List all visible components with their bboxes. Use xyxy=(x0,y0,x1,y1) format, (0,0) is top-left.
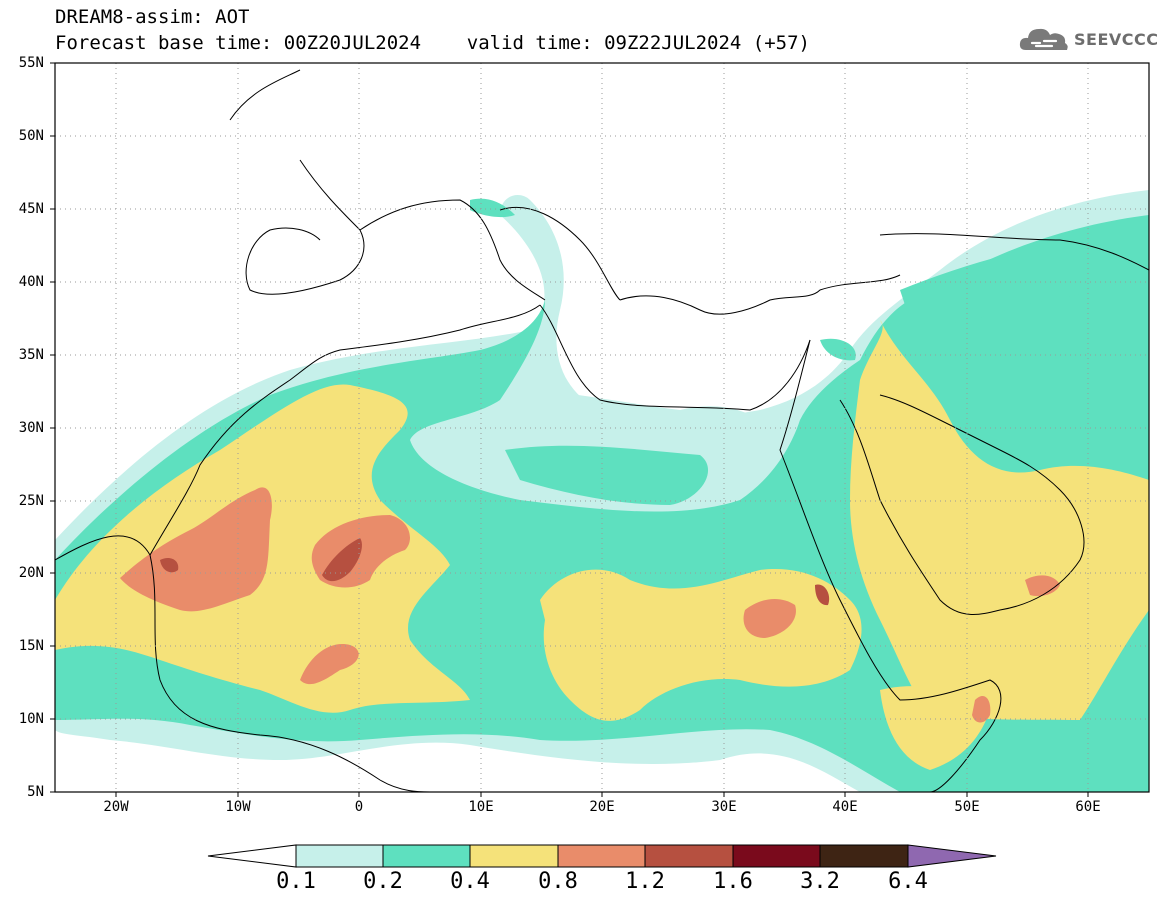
colorbar-segment-0.1 xyxy=(295,844,384,868)
colorbar-label: 0.4 xyxy=(450,869,490,894)
lon-label: 50E xyxy=(954,799,980,815)
colorbar-segment-0.2 xyxy=(382,844,471,868)
lat-label: 50N xyxy=(18,128,44,144)
lon-label: 60E xyxy=(1075,799,1101,815)
lon-label: 20W xyxy=(103,799,129,815)
lat-label: 30N xyxy=(18,420,44,436)
cloud-icon xyxy=(1019,28,1068,50)
colorbar-high-arrow xyxy=(907,844,997,868)
colorbar-label: 0.8 xyxy=(538,869,578,894)
lat-label: 40N xyxy=(18,274,44,290)
forecast-time-subtitle: Forecast base time: 00Z20JUL2024 valid t… xyxy=(55,32,810,54)
lat-label: 35N xyxy=(18,347,44,363)
lat-label: 15N xyxy=(18,638,44,654)
colorbar-label: 6.4 xyxy=(888,869,928,894)
lat-label: 25N xyxy=(18,493,44,509)
lat-label: 10N xyxy=(18,711,44,727)
lon-label: 40E xyxy=(832,799,858,815)
lon-label: 30E xyxy=(711,799,737,815)
colorbar-label: 0.1 xyxy=(276,869,316,894)
aot-shading xyxy=(55,190,1149,792)
logo-text: SEEVCCC xyxy=(1074,29,1159,49)
lon-label: 0 xyxy=(354,799,364,815)
coastlines xyxy=(55,69,1149,792)
colorbar-low-arrow xyxy=(207,844,297,868)
colorbar-segment-3.2 xyxy=(819,844,909,868)
map-title: DREAM8-assim: AOT xyxy=(55,6,250,28)
axis-ticks xyxy=(50,62,1089,797)
lon-label: 10W xyxy=(225,799,251,815)
colorbar-segment-0.4 xyxy=(469,844,559,868)
lat-label: 20N xyxy=(18,565,44,581)
colorbar-segment-1.6 xyxy=(732,844,821,868)
aot-band-1.2 xyxy=(160,538,830,606)
colorbar xyxy=(207,844,997,868)
colorbar-label: 3.2 xyxy=(800,869,840,894)
colorbar-label: 1.2 xyxy=(625,869,665,894)
lat-label: 5N xyxy=(27,784,44,800)
lat-label: 45N xyxy=(18,201,44,217)
seevccc-logo: SEEVCCC xyxy=(1018,20,1159,58)
lon-label: 20E xyxy=(589,799,615,815)
colorbar-label: 1.6 xyxy=(713,869,753,894)
colorbar-segment-0.8 xyxy=(557,844,646,868)
colorbar-label: 0.2 xyxy=(363,869,403,894)
colorbar-segment-1.2 xyxy=(644,844,734,868)
lat-label: 55N xyxy=(18,55,44,71)
lon-label: 10E xyxy=(468,799,494,815)
